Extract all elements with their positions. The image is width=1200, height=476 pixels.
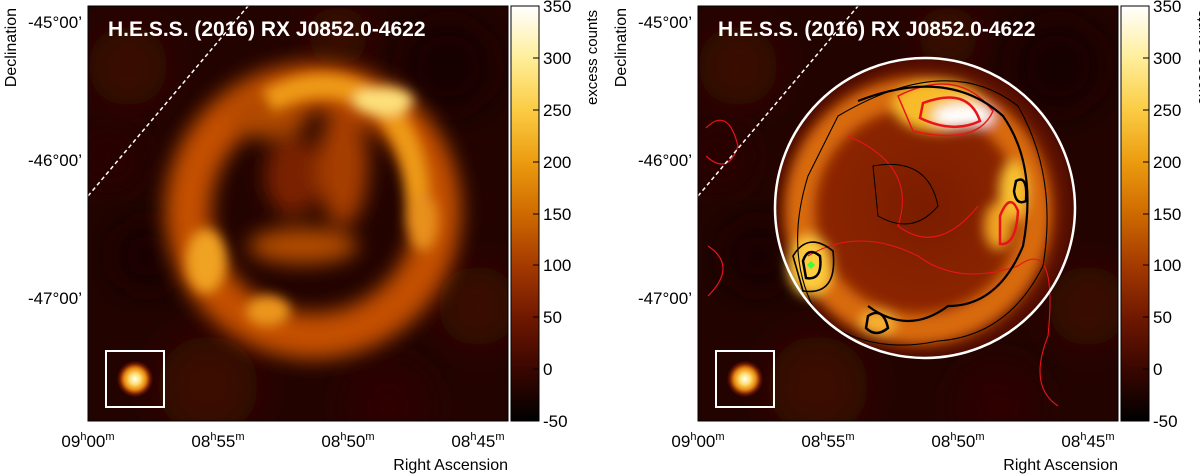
dec-tick-label: -45°00’ — [28, 13, 82, 32]
dec-tick-label: -46°00’ — [28, 151, 82, 170]
colorbar-tick-label: 250 — [543, 101, 571, 120]
black-contour — [872, 163, 939, 225]
black-contour — [1012, 178, 1028, 204]
colorbar-tick-label: 100 — [1153, 256, 1181, 275]
ra-tick-label: 08h50m — [931, 431, 984, 451]
dec-tick-label: -46°00’ — [638, 151, 692, 170]
region-circle — [773, 56, 1077, 360]
ra-tick-label: 08h45m — [1061, 431, 1114, 451]
black-contour — [864, 311, 890, 335]
colorbar-label: excess counts — [584, 10, 601, 105]
black-contour — [792, 241, 835, 293]
x-axis-title: Right Ascension — [1003, 457, 1118, 474]
colorbar-tick-label: 250 — [1153, 101, 1181, 120]
black-contour — [857, 85, 1029, 323]
colorbar-tick-label: 350 — [1153, 0, 1181, 16]
dec-tick-label: -47°00’ — [28, 289, 82, 308]
red-contour — [847, 135, 979, 238]
colorbar-tick-label: 0 — [1153, 360, 1162, 379]
psf-spot — [727, 361, 763, 397]
ra-tick-label: 08h55m — [801, 431, 854, 451]
red-contour — [807, 240, 1059, 407]
dec-tick-label: -47°00’ — [638, 289, 692, 308]
ra-tick-label: 09h00m — [671, 431, 724, 451]
sky-map-image — [88, 6, 508, 421]
red-contour — [707, 245, 724, 297]
red-contour — [897, 83, 994, 137]
colorbar-tick-label: 50 — [543, 308, 562, 327]
colorbar — [510, 5, 540, 422]
colorbar-tick-label: 50 — [1153, 308, 1172, 327]
plot-frame — [87, 5, 509, 422]
sky-map-panel-2: H.E.S.S. (2016) RX J0852.0-4622 -45°00’ -4… — [613, 0, 1200, 474]
y-axis-title: Declination — [3, 8, 20, 87]
colorbar-tick-label: 200 — [543, 153, 571, 172]
sky-map-panel-1: H.E.S.S. (2016) RX J0852.0-4622 -45°00’ -4… — [3, 0, 601, 474]
ra-tick-label: 08h50m — [321, 431, 374, 451]
black-contour — [797, 80, 1048, 346]
x-axis-title: Right Ascension — [393, 457, 508, 474]
sky-map-image — [698, 6, 1118, 421]
red-contour — [705, 119, 739, 165]
colorbar-tick-label: 300 — [1153, 49, 1181, 68]
colorbar-tick-label: 0 — [543, 360, 552, 379]
panel-title: H.E.S.S. (2016) RX J0852.0-4622 — [718, 18, 1036, 41]
psf-spot — [117, 361, 153, 397]
colorbar-tick-label: 150 — [1153, 205, 1181, 224]
ra-tick-label: 08h55m — [191, 431, 244, 451]
colorbar-tick-label: 200 — [1153, 153, 1181, 172]
red-contour — [918, 96, 982, 129]
galactic-plane-line — [88, 6, 249, 197]
black-contour — [801, 250, 822, 280]
source-marker — [807, 261, 815, 269]
colorbar-tick-label: 300 — [543, 49, 571, 68]
ra-tick-label: 09h00m — [61, 431, 114, 451]
y-axis-title: Declination — [613, 8, 630, 87]
colorbar-label: excess counts — [1194, 10, 1200, 105]
colorbar-tick-label: -50 — [543, 412, 568, 431]
red-contour — [998, 201, 1020, 246]
panel-title: H.E.S.S. (2016) RX J0852.0-4622 — [108, 18, 426, 41]
colorbar-tick-label: 150 — [543, 205, 571, 224]
ra-tick-label: 08h45m — [451, 431, 504, 451]
colorbar-tick-label: 100 — [543, 256, 571, 275]
colorbar-tick-label: -50 — [1153, 412, 1178, 431]
snr-hotspots — [186, 73, 438, 326]
galactic-plane-line — [698, 6, 859, 197]
plot-frame — [697, 5, 1119, 422]
contours — [705, 80, 1059, 407]
colorbar-tick-label: 350 — [543, 0, 571, 16]
psf-inset-box — [715, 350, 775, 408]
dec-tick-label: -45°00’ — [638, 13, 692, 32]
psf-inset-box — [105, 350, 165, 408]
